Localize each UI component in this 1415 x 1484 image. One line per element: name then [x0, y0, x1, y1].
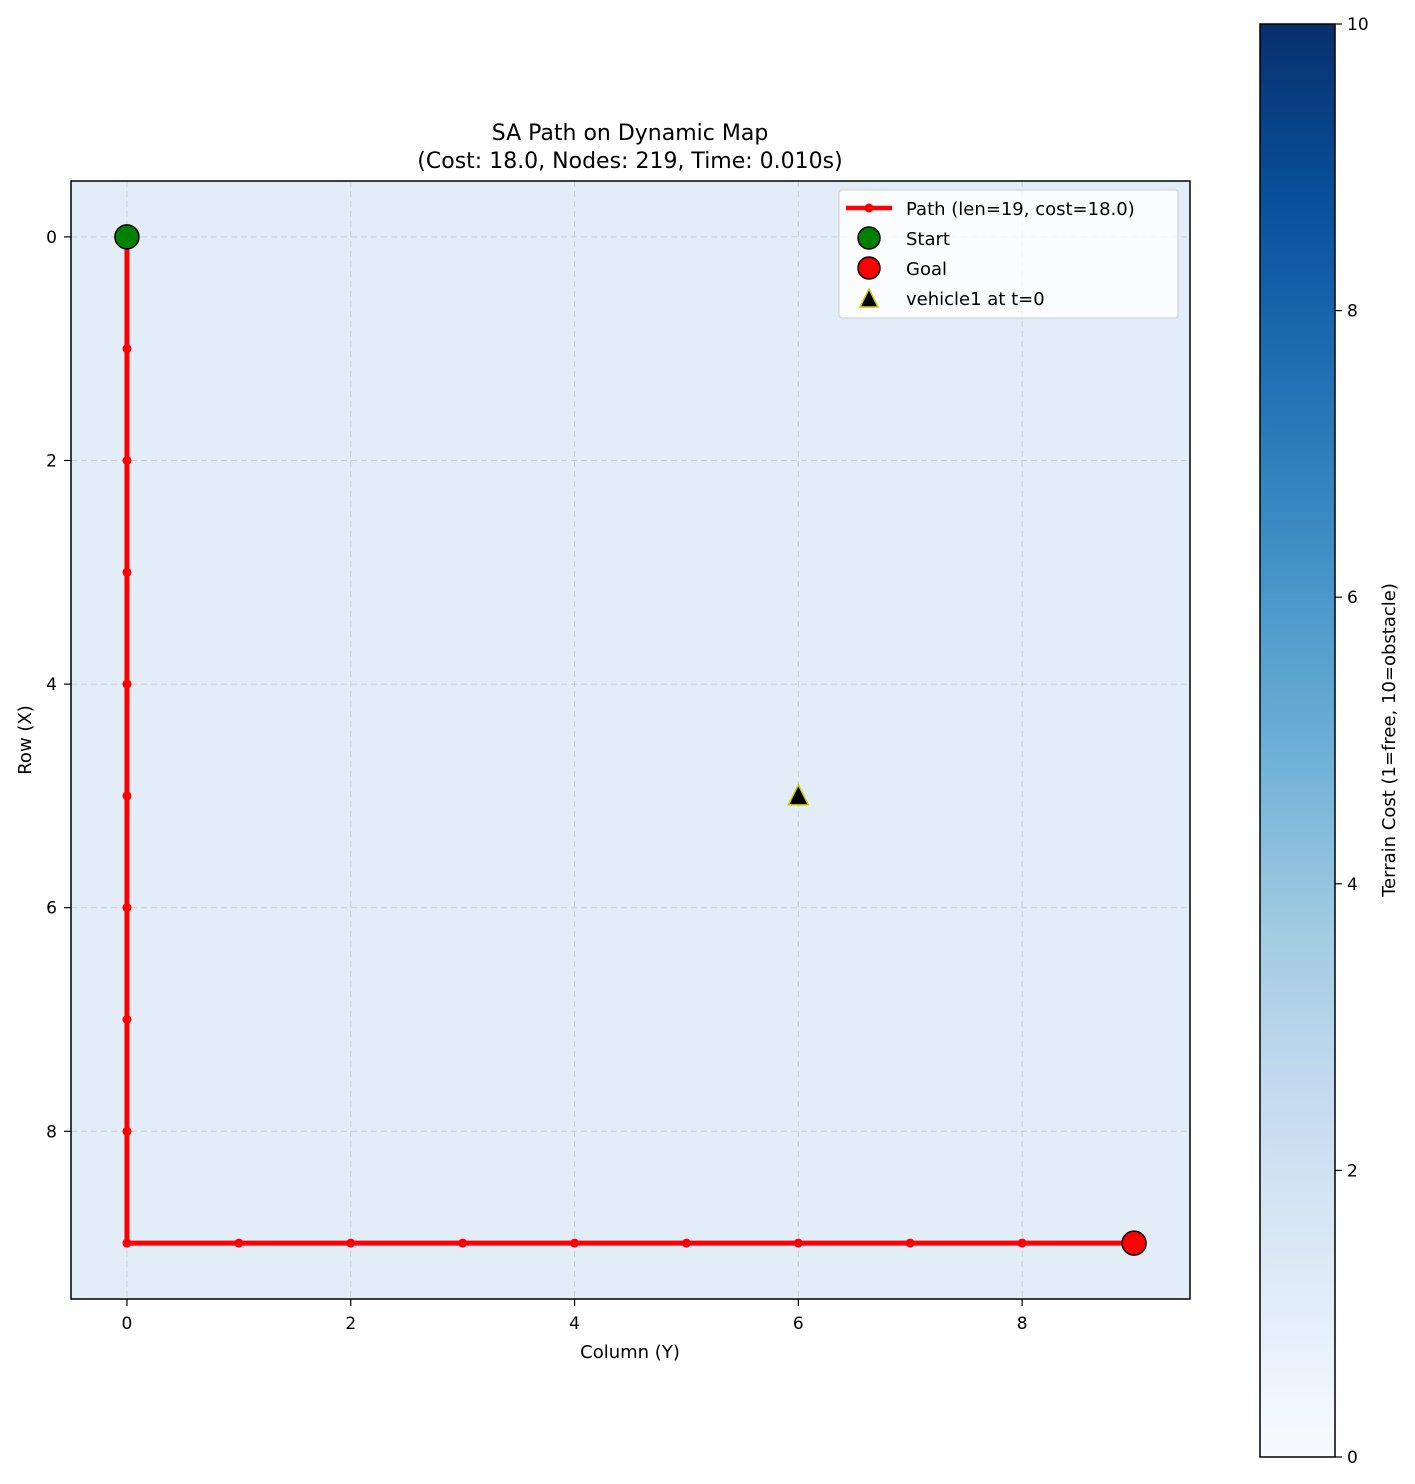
path-node [122, 344, 132, 354]
path-node [122, 791, 132, 801]
plot-background [71, 181, 1190, 1299]
vehicle-marker [787, 783, 810, 806]
y-tick-label: 2 [46, 452, 57, 472]
y-tick-label: 4 [46, 675, 57, 695]
y-tick-label: 8 [46, 1122, 57, 1142]
path-node [122, 456, 132, 465]
y-axis-ticks: 0 2 4 6 8 [46, 228, 71, 1142]
path-node [346, 1238, 356, 1248]
x-tick-label: 2 [345, 1314, 356, 1334]
legend-start-marker [857, 226, 881, 250]
legend-box [838, 189, 1179, 319]
y-tick-label: 0 [46, 228, 57, 248]
colorbar-tick-label: 2 [1347, 1161, 1358, 1181]
x-axis-ticks: 0 2 4 6 8 [122, 1299, 1028, 1334]
x-axis-label: Column (Y) [580, 1342, 680, 1363]
y-axis-label: Row (X) [15, 705, 36, 775]
goal-marker [1121, 1230, 1147, 1256]
plot-frame [70, 180, 1191, 1300]
y-tick-label: 6 [46, 899, 57, 919]
path-node [458, 1238, 468, 1248]
colorbar-tick-label: 8 [1347, 302, 1358, 322]
path-node [905, 1238, 915, 1248]
path-node [681, 1238, 691, 1248]
markers-layer [114, 224, 1147, 1256]
path-node [122, 1238, 132, 1248]
path-node [122, 903, 132, 913]
legend: Path (len=19, cost=18.0) Start Goal vehi… [838, 189, 1179, 319]
legend-start-label: Start [906, 229, 950, 250]
path-node [793, 1238, 803, 1248]
legend-goal-label: Goal [906, 259, 947, 280]
path-node [122, 679, 132, 689]
colorbar-tick-label: 4 [1347, 875, 1358, 895]
colorbar-tick-label: 10 [1347, 15, 1369, 35]
legend-path-marker [864, 203, 874, 213]
x-tick-label: 8 [1017, 1314, 1028, 1334]
legend-vehicle-label: vehicle1 at t=0 [906, 289, 1045, 310]
colorbar [1259, 23, 1336, 1458]
legend-path-label: Path (len=19, cost=18.0) [906, 199, 1135, 220]
path-node [570, 1238, 580, 1248]
colorbar-ticks: 0 2 4 6 8 10 [1335, 15, 1369, 1468]
legend-vehicle-marker [858, 287, 880, 308]
path-node [1017, 1238, 1027, 1248]
x-tick-label: 6 [793, 1314, 804, 1334]
path-node [234, 1238, 244, 1248]
path-node [122, 1015, 132, 1024]
colorbar-tick-label: 0 [1347, 1448, 1358, 1468]
chart-title: SA Path on Dynamic Map [492, 121, 769, 146]
legend-goal-marker [857, 256, 881, 280]
x-tick-label: 4 [569, 1314, 580, 1334]
chart-subtitle: (Cost: 18.0, Nodes: 219, Time: 0.010s) [417, 149, 842, 174]
path-node [122, 567, 132, 577]
path-node [122, 1126, 132, 1136]
colorbar-tick-label: 6 [1347, 588, 1358, 608]
x-tick-label: 0 [122, 1314, 133, 1334]
start-marker [114, 224, 140, 250]
colorbar-label: Terrain Cost (1=free, 10=obstacle) [1379, 583, 1400, 898]
